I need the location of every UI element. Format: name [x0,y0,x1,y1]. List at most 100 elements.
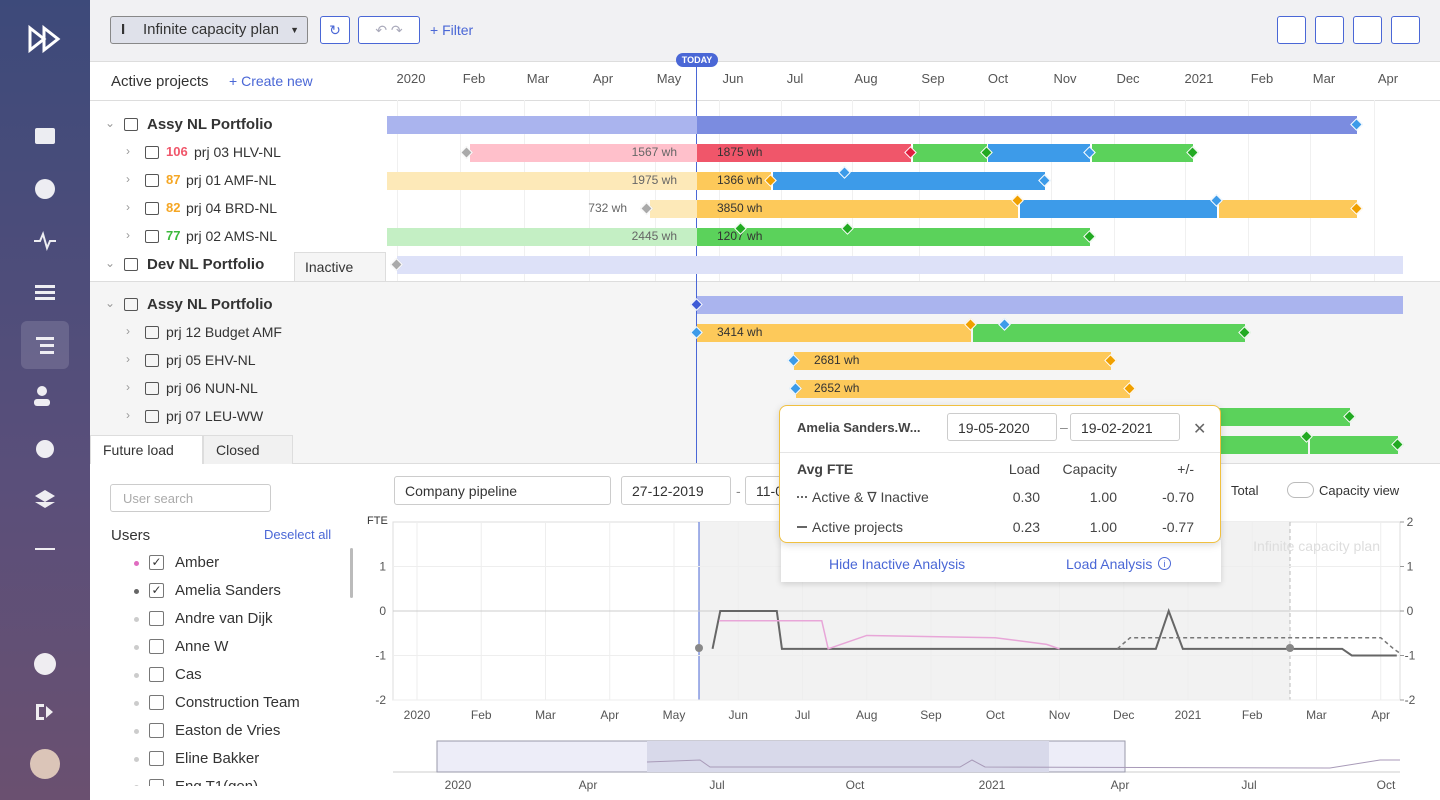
user-dot [134,617,139,622]
row-name: prj 03 HLV-NL [194,144,281,160]
hours-before: 732 wh [588,201,627,215]
month-label: Apr [592,71,614,86]
tool-button[interactable] [1353,16,1382,44]
users-title: Users [111,527,151,544]
user-name: Amelia Sanders [175,582,281,599]
today-badge: TODAY [676,53,718,67]
popup-close[interactable]: ✕ [1193,421,1207,438]
row-icon [124,258,138,271]
gantt-bar [697,172,771,190]
user-name: Cas [175,666,202,683]
info-icon: i [1158,557,1171,570]
hours-before: 2445 wh [631,229,677,243]
gantt-bar [773,172,1045,190]
total-toggle[interactable]: Total [1231,483,1259,498]
legend-swatch [797,496,807,498]
user-checkbox[interactable] [149,695,164,710]
gantt-bar [1219,436,1308,454]
scrollbar [350,548,353,598]
user-name: Eline Bakker [175,750,260,767]
hours-before: 1567 wh [631,145,677,159]
user-checkbox[interactable]: ✓ [149,555,164,570]
gantt-bar [1219,200,1357,218]
capacity-switch[interactable] [1287,482,1314,498]
gantt-bar [697,144,911,162]
settings-button[interactable] [1391,16,1420,44]
popup-cell: 0.30 [1012,489,1040,505]
row-icon [145,202,159,215]
row-name: Dev NL Portfolio [147,256,265,273]
popup-user: Amelia Sanders.W... [797,420,921,435]
plan-select[interactable]: Infinite capacity plan ▼ I [110,16,308,44]
gantt-bar [697,324,971,342]
hours-after: 2652 wh [814,381,860,395]
expand-arrow: › [126,380,130,394]
user-checkbox[interactable] [149,639,164,654]
expand-arrow: › [126,352,130,366]
user-checkbox[interactable] [149,611,164,626]
sidebar [0,0,90,800]
popup-cell: -0.70 [1162,489,1194,505]
month-label: Mar [1312,71,1336,86]
expand-arrow: ⌄ [105,296,116,310]
tool-button[interactable] [1315,16,1344,44]
pipeline-select[interactable]: Company pipeline [394,476,611,505]
gantt-bar [397,256,1403,274]
month-label: Jul [786,71,804,86]
month-label: 2021 [1184,71,1214,86]
expand-arrow: › [126,200,130,214]
expand-arrow: ⌄ [105,116,116,130]
row-name: prj 01 AMF-NL [186,172,277,188]
popup-footer [781,540,1221,582]
user-search[interactable]: User search [110,484,271,512]
gantt-bar [794,352,1111,370]
user-dot [134,645,139,650]
expand-arrow: › [126,228,130,242]
row-name: prj 06 NUN-NL [166,380,258,396]
filter-label: Filter [442,22,474,38]
gantt-bar [387,228,697,246]
month-label: Feb [462,71,486,86]
user-checkbox[interactable] [149,723,164,738]
inactive-tab: Inactive [294,252,386,281]
month-label: Aug [854,71,878,86]
month-label: Feb [1250,71,1274,86]
row-icon [145,146,159,159]
expand-arrow: ⌄ [105,256,116,270]
undo-redo[interactable]: ↶ ↷ [358,16,420,44]
popup-to[interactable]: 19-02-2021 [1070,413,1180,441]
row-icon [145,410,159,423]
refresh-button[interactable]: ↻ [320,16,350,44]
popup-from[interactable]: 19-05-2020 [947,413,1057,441]
deselect-all[interactable]: Deselect all [264,527,332,542]
gantt-header-line [90,100,1440,101]
hide-inactive[interactable]: Hide Inactive Analysis [829,556,966,572]
month-label: Dec [1116,71,1140,86]
row-icon [145,354,159,367]
popup-divider [780,452,1220,453]
row-name: prj 04 BRD-NL [186,200,278,216]
popup-cell: 0.23 [1012,519,1040,535]
create-new[interactable]: + Create new [229,73,313,89]
user-checkbox[interactable]: ✓ [149,583,164,598]
load-analysis[interactable]: Load Analysis [1066,556,1153,572]
popup-header: Load [1008,461,1040,477]
score: 77 [166,228,181,243]
load-area [90,464,1440,800]
month-label: May [656,71,682,86]
tab[interactable]: Future load [90,435,203,464]
gantt-header: Active projects [111,73,209,90]
month-label: 2020 [396,71,426,86]
plan-name: Infinite capacity plan [143,21,279,38]
date-from[interactable]: 27-12-2019 [621,476,731,505]
row-name: prj 02 AMS-NL [186,228,278,244]
tool-button[interactable] [1277,16,1306,44]
filter-button[interactable]: + Filter [430,22,474,38]
gantt-bar [387,116,697,134]
hours-before: 1975 wh [631,173,677,187]
user-checkbox[interactable] [149,667,164,682]
tab[interactable]: Closed [203,435,293,464]
user-checkbox[interactable] [149,751,164,766]
row-name: Assy NL Portfolio [147,116,273,133]
score: 87 [166,172,181,187]
